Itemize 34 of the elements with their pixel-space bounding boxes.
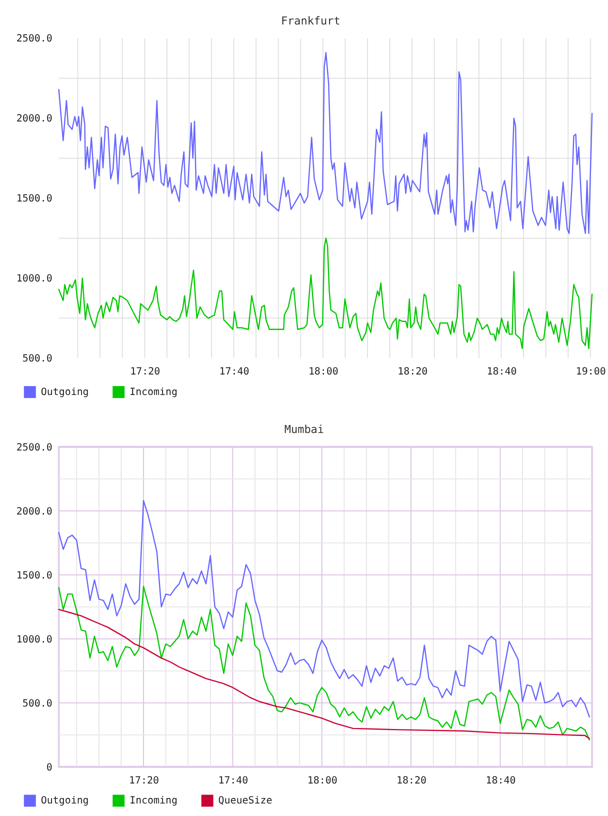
line-series [58, 52, 593, 234]
y-tick-label: 1000.0 [16, 634, 52, 646]
line-series [58, 238, 593, 350]
x-tick-label: 17:20 [129, 775, 159, 786]
line-series [58, 586, 590, 741]
y-tick-label: 1500.0 [16, 194, 52, 205]
chart-title: Frankfurt [280, 14, 340, 28]
line-series [58, 608, 590, 740]
y-tick-label: 1000.0 [16, 274, 52, 285]
x-tick-label: 17:40 [219, 366, 250, 378]
chart-title: Mumbai [284, 422, 324, 436]
x-tick-label: 18:00 [308, 366, 338, 378]
x-tick-label: 18:20 [396, 775, 427, 786]
y-tick-label: 2500.0 [16, 442, 52, 454]
legend-label: Incoming [130, 796, 178, 807]
legend-label: Incoming [130, 387, 178, 398]
y-tick-label: 1500.0 [16, 570, 52, 582]
x-tick-label: 19:00 [576, 366, 606, 378]
y-tick-label: 2000.0 [16, 506, 52, 518]
x-tick-label: 18:40 [486, 775, 516, 786]
x-tick-label: 18:20 [398, 366, 428, 378]
y-tick-label: 500.0 [22, 354, 52, 365]
y-tick-label: 2000.0 [16, 114, 52, 125]
legend-label: QueueSize [218, 796, 272, 807]
y-tick-label: 500.0 [22, 698, 52, 710]
x-tick-label: 17:40 [218, 775, 248, 786]
x-tick-label: 18:40 [486, 366, 517, 378]
x-tick-label: 17:20 [130, 366, 160, 378]
line-series [58, 500, 590, 718]
y-tick-label: 0 [46, 762, 52, 774]
y-tick-label: 2500.0 [16, 34, 52, 45]
x-tick-label: 18:00 [307, 775, 338, 786]
legend-label: Outgoing [40, 796, 89, 807]
legend-label: Outgoing [40, 387, 89, 398]
